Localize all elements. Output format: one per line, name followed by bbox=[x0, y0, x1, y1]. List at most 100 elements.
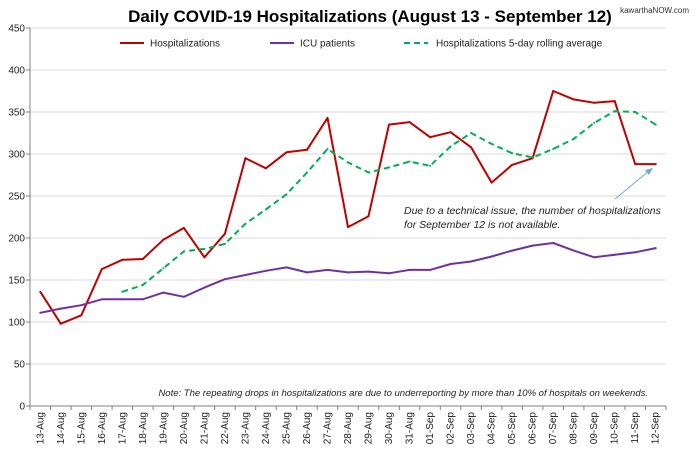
data-point-hospitalizations bbox=[264, 167, 267, 170]
y-tick-label-150: 150 bbox=[8, 276, 25, 287]
x-tick-label-09-Sep: 09-Sep bbox=[589, 412, 600, 445]
data-point-hospitalizations bbox=[511, 163, 514, 166]
data-point-hospitalizations-5-day-rolling-average bbox=[490, 142, 493, 145]
y-tick-label-50: 50 bbox=[14, 360, 26, 371]
data-point-icu-patients bbox=[347, 271, 349, 274]
data-point-hospitalizations-5-day-rolling-average bbox=[203, 247, 206, 250]
axis-layer: 0 50 100 150 200 250 300 350 400 450 13-Aug 14-Aug 1… bbox=[8, 24, 667, 445]
data-point-icu-patients bbox=[531, 244, 534, 247]
data-point-hospitalizations bbox=[490, 181, 493, 184]
x-tick-label-17-Aug: 17-Aug bbox=[117, 412, 128, 444]
x-tick-label-26-Aug: 26-Aug bbox=[302, 412, 313, 444]
data-point-hospitalizations-5-day-rolling-average bbox=[162, 267, 165, 270]
data-point-hospitalizations bbox=[39, 290, 42, 293]
x-tick-label-23-Aug: 23-Aug bbox=[240, 412, 251, 444]
chart-title: Daily COVID-19 Hospitalizations (August … bbox=[128, 7, 612, 26]
data-point-icu-patients bbox=[264, 269, 267, 272]
legend-label-hospitalizations-5-day-rolling-average: Hospitalizations 5-day rolling average bbox=[436, 39, 603, 50]
y-tick-label-200: 200 bbox=[8, 234, 25, 245]
data-point-hospitalizations bbox=[121, 258, 124, 261]
data-point-hospitalizations bbox=[552, 90, 555, 92]
data-point-hospitalizations bbox=[347, 226, 349, 229]
x-tick-label-04-Sep: 04-Sep bbox=[487, 412, 498, 445]
data-point-hospitalizations-5-day-rolling-average bbox=[470, 132, 473, 134]
x-tick-label-16-Aug: 16-Aug bbox=[97, 412, 108, 444]
data-point-hospitalizations-5-day-rolling-average bbox=[326, 147, 329, 150]
data-point-hospitalizations bbox=[223, 232, 226, 235]
annotation-arrow bbox=[614, 169, 651, 200]
data-point-hospitalizations-5-day-rolling-average bbox=[429, 164, 432, 167]
data-point-hospitalizations-5-day-rolling-average bbox=[613, 110, 616, 113]
data-point-hospitalizations-5-day-rolling-average bbox=[264, 208, 267, 211]
data-point-icu-patients bbox=[367, 270, 370, 273]
technical-annotation-line2: for September 12 is not available. bbox=[404, 219, 560, 231]
data-point-icu-patients bbox=[408, 268, 411, 271]
grid-layer bbox=[30, 27, 666, 365]
data-point-icu-patients bbox=[162, 291, 165, 294]
data-point-icu-patients bbox=[449, 263, 452, 266]
legend-label-icu-patients: ICU patients bbox=[300, 39, 355, 50]
x-tick-label-01-Sep: 01-Sep bbox=[425, 412, 436, 445]
data-point-icu-patients bbox=[223, 278, 226, 281]
data-point-hospitalizations bbox=[203, 256, 206, 259]
technical-annotation: Due to a technical issue, the number of … bbox=[404, 168, 662, 231]
data-point-hospitalizations-5-day-rolling-average bbox=[449, 145, 452, 148]
data-point-hospitalizations bbox=[449, 131, 452, 134]
data-point-icu-patients bbox=[613, 253, 616, 256]
data-point-hospitalizations-5-day-rolling-average bbox=[305, 171, 308, 174]
data-point-hospitalizations bbox=[572, 98, 575, 101]
y-tick-label-250: 250 bbox=[8, 192, 25, 203]
data-point-hospitalizations-5-day-rolling-average bbox=[388, 166, 391, 169]
x-tick-label-05-Sep: 05-Sep bbox=[507, 412, 518, 445]
data-point-hospitalizations-5-day-rolling-average bbox=[531, 156, 534, 159]
x-tick-label-19-Aug: 19-Aug bbox=[158, 412, 169, 444]
legend-label-hospitalizations: Hospitalizations bbox=[150, 39, 220, 50]
data-point-hospitalizations bbox=[634, 163, 637, 166]
data-point-hospitalizations bbox=[59, 322, 62, 325]
data-point-hospitalizations-5-day-rolling-average bbox=[347, 161, 349, 164]
data-point-icu-patients bbox=[429, 268, 432, 271]
data-point-icu-patients bbox=[388, 272, 391, 275]
data-point-hospitalizations-5-day-rolling-average bbox=[367, 171, 370, 174]
data-point-hospitalizations bbox=[285, 151, 288, 154]
series-layer bbox=[39, 90, 657, 325]
data-point-icu-patients bbox=[572, 249, 575, 252]
x-tick-label-18-Aug: 18-Aug bbox=[138, 412, 149, 444]
data-point-hospitalizations bbox=[429, 136, 432, 139]
x-tick-label-03-Sep: 03-Sep bbox=[466, 412, 477, 445]
x-tick-label-08-Sep: 08-Sep bbox=[569, 412, 580, 445]
data-point-hospitalizations-5-day-rolling-average bbox=[572, 137, 575, 140]
annotation-arrow-head bbox=[645, 168, 653, 175]
data-point-hospitalizations bbox=[80, 314, 83, 317]
x-tick-label-07-Sep: 07-Sep bbox=[548, 412, 559, 445]
data-point-hospitalizations bbox=[305, 148, 308, 151]
x-tick-label-13-Aug: 13-Aug bbox=[35, 412, 46, 444]
y-tick-label-400: 400 bbox=[8, 66, 25, 77]
data-point-hospitalizations-5-day-rolling-average bbox=[408, 160, 411, 163]
data-point-hospitalizations bbox=[654, 163, 657, 166]
x-tick-label-10-Sep: 10-Sep bbox=[610, 412, 621, 445]
legend: Hospitalizations ICU patients Hospitalizat… bbox=[120, 39, 603, 50]
data-point-icu-patients bbox=[305, 271, 308, 274]
x-tick-label-30-Aug: 30-Aug bbox=[384, 412, 395, 444]
x-tick-label-25-Aug: 25-Aug bbox=[281, 412, 292, 444]
x-tick-label-31-Aug: 31-Aug bbox=[405, 412, 416, 444]
y-tick-label-350: 350 bbox=[8, 108, 25, 119]
data-point-icu-patients bbox=[326, 268, 329, 271]
data-point-hospitalizations bbox=[470, 146, 473, 149]
data-point-hospitalizations bbox=[613, 100, 616, 103]
technical-annotation-line1: Due to a technical issue, the number of … bbox=[404, 205, 662, 217]
data-point-hospitalizations bbox=[408, 121, 411, 124]
x-tick-label-24-Aug: 24-Aug bbox=[261, 412, 272, 444]
data-point-hospitalizations bbox=[162, 238, 165, 241]
y-tick-label-100: 100 bbox=[8, 318, 25, 329]
x-tick-label-15-Aug: 15-Aug bbox=[76, 412, 87, 444]
data-point-icu-patients bbox=[182, 295, 185, 298]
x-tick-label-14-Aug: 14-Aug bbox=[56, 412, 67, 444]
data-point-hospitalizations bbox=[182, 226, 185, 229]
data-point-hospitalizations-5-day-rolling-average bbox=[141, 284, 144, 287]
data-point-icu-patients bbox=[285, 266, 288, 269]
data-point-hospitalizations-5-day-rolling-average bbox=[244, 222, 247, 225]
